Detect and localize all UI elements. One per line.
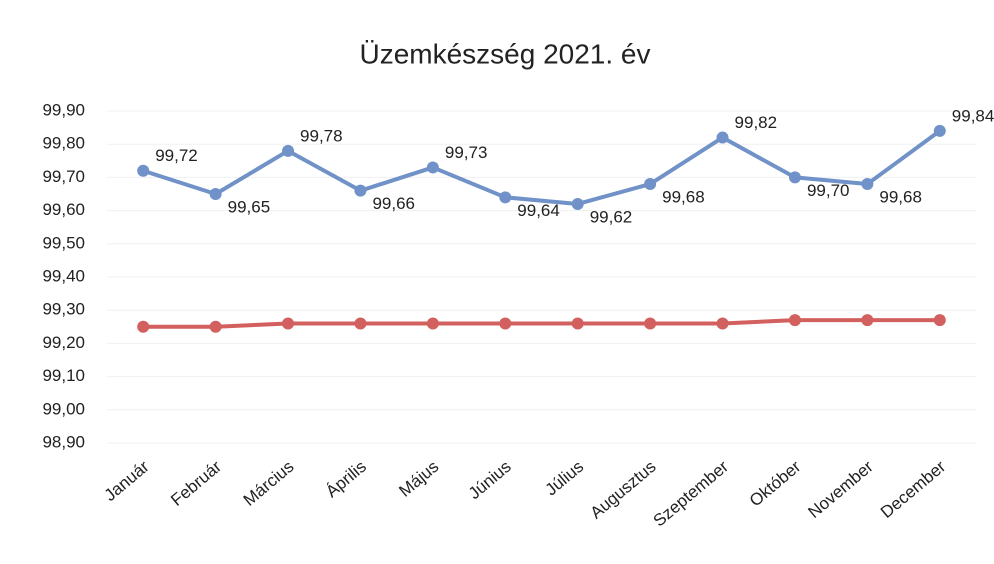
data-point [571,317,584,330]
data-label: 99,70 [807,181,850,200]
data-point [571,197,584,210]
series-line [142,129,941,206]
data-label: 99,82 [735,113,778,132]
data-point [209,188,222,200]
y-tick-label: 99,70 [42,167,85,186]
data-label: 99,62 [590,207,633,226]
data-point [644,178,657,191]
data-point [861,314,874,327]
y-tick-label: 99,40 [42,266,85,285]
y-tick-label: 99,50 [42,233,85,252]
data-point [861,178,874,191]
data-point [716,131,729,144]
data-point [788,171,801,184]
data-point [137,164,150,177]
data-label: 99,65 [228,197,271,216]
data-label: 99,73 [445,143,488,162]
data-point [282,144,295,157]
data-point [426,161,439,174]
data-label: 99,84 [952,106,994,125]
data-label: 99,68 [662,188,705,207]
y-tick-label: 99,20 [42,333,85,352]
chart-title: Üzemkészség 2021. év [359,38,650,69]
data-point [282,317,295,330]
data-label: 99,64 [517,201,560,220]
data-point [354,317,367,330]
data-point [788,314,801,327]
y-tick-label: 98,90 [42,432,85,451]
data-point [137,320,150,333]
data-point [644,317,657,330]
data-point [716,317,729,330]
data-point [499,191,512,204]
y-tick-label: 99,60 [42,200,85,219]
data-point [933,124,946,137]
y-tick-label: 99,10 [42,366,85,385]
data-point [933,314,946,327]
series-line [143,318,940,329]
data-label: 99,68 [879,188,922,207]
y-tick-label: 99,30 [42,300,85,319]
y-tick-label: 99,90 [42,100,85,119]
data-point [209,320,222,333]
data-label: 99,72 [155,146,198,165]
y-tick-label: 99,00 [42,399,85,418]
data-point [426,317,439,330]
y-tick-label: 99,80 [42,134,85,153]
data-label: 99,66 [372,194,415,213]
data-label: 99,78 [300,126,343,145]
data-point [354,184,367,197]
data-point [499,317,512,330]
